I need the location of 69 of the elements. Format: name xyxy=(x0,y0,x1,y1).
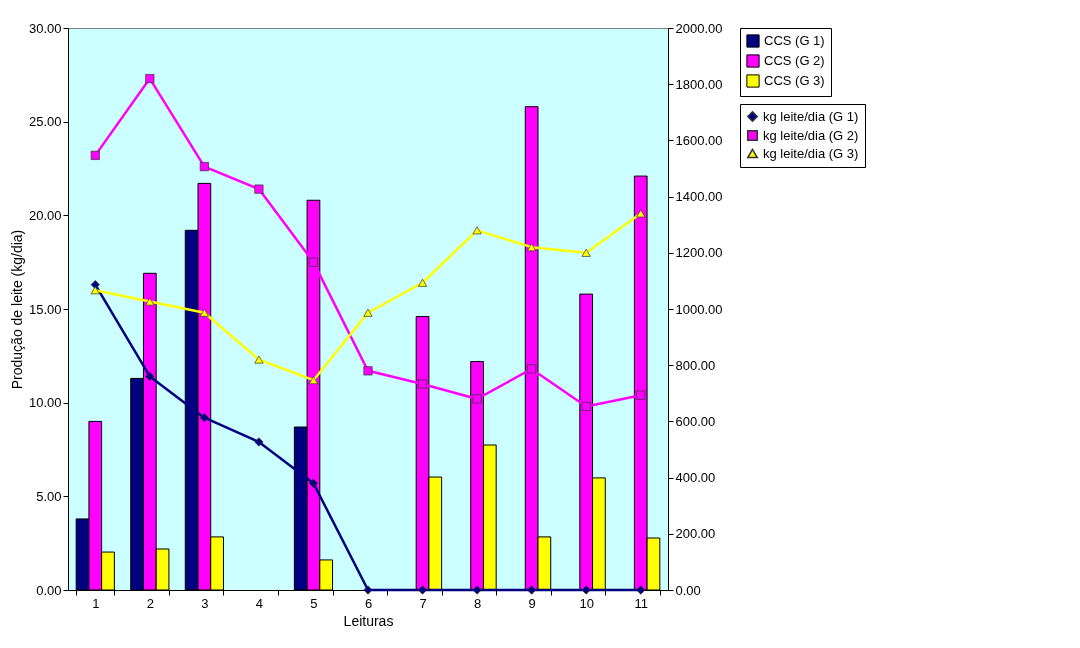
point xyxy=(145,297,155,306)
y2-tick-label: 200.00 xyxy=(675,526,716,542)
x-tick-label: 4 xyxy=(255,595,264,611)
y-tick-label: 5.00 xyxy=(36,488,62,504)
x-axis-title: Leituras xyxy=(343,612,394,629)
point xyxy=(527,585,537,595)
x-tick-label: 1 xyxy=(92,595,100,611)
point xyxy=(363,308,373,317)
legend-label: kg leite/dia (G 3) xyxy=(763,145,859,161)
y2-tick-label: 0.00 xyxy=(675,582,701,598)
y2-tick-label: 2000.00 xyxy=(675,20,723,36)
y2-tick-label: 1400.00 xyxy=(675,189,723,205)
point xyxy=(199,413,209,423)
y-tick-label: 30.00 xyxy=(28,20,62,36)
point xyxy=(363,585,373,595)
point xyxy=(581,401,591,411)
y2-tick-label: 1600.00 xyxy=(675,132,723,148)
legend-label: kg leite/dia (G 1) xyxy=(763,108,859,124)
point xyxy=(636,585,646,595)
point xyxy=(636,390,646,400)
point xyxy=(254,184,264,194)
y-tick-label: 20.00 xyxy=(28,207,62,223)
y-tick-label: 0.00 xyxy=(36,582,62,598)
x-tick-label: 5 xyxy=(310,595,318,611)
y2-tick-label: 1800.00 xyxy=(675,76,723,92)
point xyxy=(581,585,591,595)
point xyxy=(199,308,209,317)
point xyxy=(472,394,482,404)
point xyxy=(90,286,100,295)
y2-tick-label: 400.00 xyxy=(675,470,716,486)
x-tick-label: 11 xyxy=(634,595,648,611)
point xyxy=(308,478,318,488)
point xyxy=(636,209,646,218)
x-tick-label: 7 xyxy=(419,595,427,611)
point xyxy=(363,366,373,376)
point xyxy=(90,150,100,160)
point xyxy=(527,364,537,374)
point xyxy=(472,585,482,595)
x-tick-label: 6 xyxy=(364,595,373,611)
point xyxy=(581,248,591,257)
x-tick-label: 3 xyxy=(201,595,209,611)
point xyxy=(254,355,264,364)
legend-label: CCS (G 3) xyxy=(764,73,825,88)
point xyxy=(527,243,537,252)
y2-tick-label: 1200.00 xyxy=(675,245,723,261)
x-tick-label: 2 xyxy=(146,595,154,611)
point xyxy=(472,226,482,235)
y2-tick-label: 600.00 xyxy=(675,413,716,429)
legend-label: CCS (G 2) xyxy=(764,53,825,68)
point xyxy=(308,257,318,267)
y2-tick-label: 800.00 xyxy=(675,357,716,373)
y-axis-title: Produção de leite (kg/dia) xyxy=(8,229,25,390)
legend-label: kg leite/dia (G 2) xyxy=(763,127,859,143)
point xyxy=(418,585,428,595)
point xyxy=(145,371,155,381)
legend-label: CCS (G 1) xyxy=(764,33,825,48)
point xyxy=(418,379,428,389)
point xyxy=(308,376,318,385)
y-tick-label: 10.00 xyxy=(28,395,62,411)
x-tick-label: 8 xyxy=(473,595,482,611)
point xyxy=(254,437,264,447)
point xyxy=(199,162,209,172)
point xyxy=(145,74,155,84)
y2-tick-label: 1000.00 xyxy=(675,301,723,317)
point xyxy=(418,278,428,287)
x-tick-label: 10 xyxy=(579,595,594,611)
y-tick-label: 15.00 xyxy=(28,301,62,317)
x-tick-label: 9 xyxy=(528,595,536,611)
y-tick-label: 25.00 xyxy=(28,114,62,130)
